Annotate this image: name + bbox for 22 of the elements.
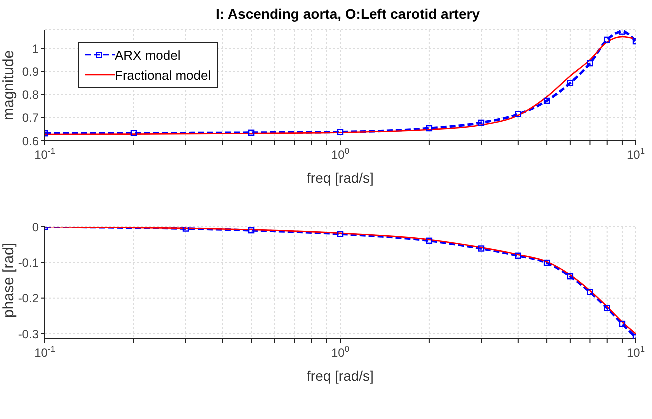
x-tick-label: 10$^{-1}$: [34, 344, 56, 360]
chart-title: I: Ascending aorta, O:Left carotid artery: [215, 6, 481, 22]
x-tick-label: 10$^{0}$: [331, 344, 350, 360]
legend-label: ARX model: [115, 48, 181, 62]
y-tick-label: -0.3: [18, 327, 40, 342]
y-axis-title: phase [rad]: [0, 242, 18, 318]
y-axis-title: magnitude: [0, 50, 18, 120]
x-tick-label: 10$^{-1}$: [34, 146, 56, 162]
y-tick-label: -0.2: [18, 292, 40, 306]
x-axis-title: freq [rad/s]: [307, 368, 374, 384]
x-tick-label: 10$^{1}$: [626, 344, 646, 360]
y-tick-label: 1: [32, 42, 40, 56]
legend-label: Fractional model: [115, 68, 212, 82]
y-tick-label: 0.6: [22, 134, 40, 148]
x-axis-title: freq [rad/s]: [307, 170, 374, 186]
y-tick-label: 0.9: [22, 64, 40, 79]
x-tick-label: 10$^{1}$: [626, 146, 646, 162]
y-tick-label: 0.7: [22, 111, 40, 126]
y-tick-label: 0.8: [22, 88, 40, 102]
y-tick-label: -0.1: [18, 256, 40, 270]
x-tick-label: 10$^{0}$: [331, 146, 350, 162]
y-tick-label: 0: [32, 220, 40, 234]
